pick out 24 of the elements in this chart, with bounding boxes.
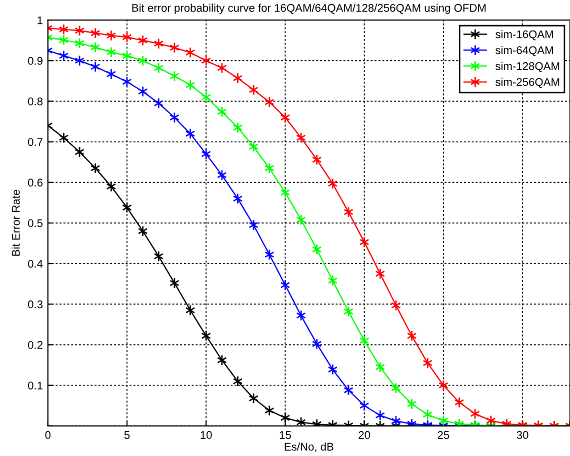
x-tick-label: 20 — [358, 431, 370, 439]
x-tick-label: 5 — [124, 431, 130, 439]
x-tick-label: 30 — [516, 431, 528, 439]
y-tick-label: 0.6 — [28, 178, 43, 187]
x-tick-label: 15 — [280, 431, 291, 439]
x-tick-label: 10 — [200, 431, 212, 439]
y-tick-label: 1 — [38, 16, 42, 24]
y-axis-title: Bit Error Rate — [12, 190, 20, 256]
y-tick-label: 0.5 — [28, 219, 43, 228]
chart-title: Bit error probability curve for 16QAM/64QAM/128/256QAM using OFDM — [132, 4, 486, 14]
y-tick-label: 0.7 — [28, 138, 42, 146]
y-tick-label: 0.1 — [28, 382, 42, 390]
x-tick-label: 0 — [45, 431, 51, 439]
x-tick-label: 25 — [438, 431, 450, 439]
legend-label: sim-256QAM — [495, 78, 560, 88]
y-tick-label: 0.9 — [28, 56, 42, 65]
y-tick-label: 0.2 — [28, 341, 42, 349]
legend-label: sim-128QAM — [495, 62, 560, 72]
legend-label: sim-64QAM — [495, 46, 553, 56]
y-tick-label: 0.4 — [28, 260, 43, 268]
y-tick-label: 0.8 — [28, 98, 43, 106]
legend-label: sim-16QAM — [495, 30, 553, 40]
x-axis-title: Es/No, dB — [284, 442, 334, 452]
y-tick-label: 0.3 — [28, 300, 43, 308]
